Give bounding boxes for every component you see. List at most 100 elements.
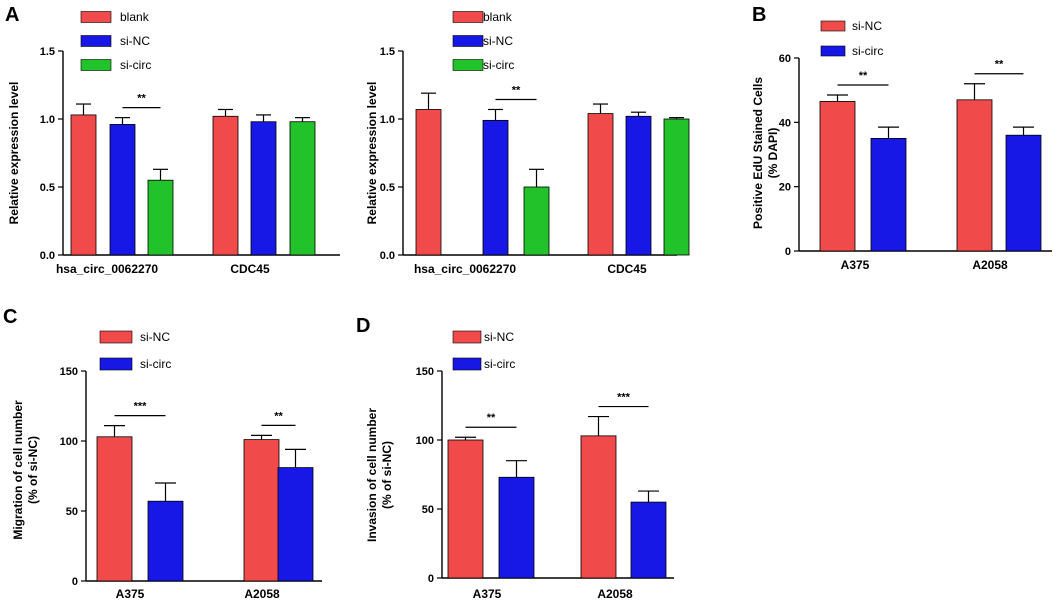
y-axis-label-group: Invasion of cell number (% of si-NC) [365, 408, 394, 542]
y-tick-label: 0 [72, 576, 78, 588]
legend-label-si-NC: si-NC [140, 330, 170, 344]
legend-swatch-si-NC [452, 330, 482, 344]
panel-letter: D [356, 315, 370, 337]
y-tick-label: 0.0 [380, 250, 395, 262]
y-tick-label: 100 [60, 436, 78, 448]
chart-panel-A: A 0.0 0.5 1.0 1.5 Relative expression level hs… [5, 4, 340, 276]
legend-label-si-circ: si-circ [852, 44, 883, 58]
y-axis-label: Migration of cell number [11, 400, 25, 540]
significance-label: *** [134, 401, 148, 413]
bar-si-NC-A2058 [956, 99, 993, 252]
bar-blank-CDC45 [212, 115, 239, 256]
legend-label-si-NC: si-NC [483, 34, 513, 48]
x-category-label: CDC45 [230, 262, 270, 276]
bar-si-NC-A2058 [243, 439, 280, 582]
y-axis-label-group: Relative expression level [365, 82, 379, 225]
panel-letter: C [3, 306, 17, 328]
significance-label: ** [487, 412, 496, 424]
legend-swatch-si-circ [99, 357, 133, 371]
x-category-label: CDC45 [607, 262, 647, 276]
bar-si-circ-CDC45 [289, 121, 316, 256]
bar-si-circ-CDC45 [663, 118, 690, 256]
significance-label: *** [617, 392, 631, 404]
y-axis-label-group: Migration of cell number (% of si-NC) [11, 400, 40, 540]
y-tick-label: 50 [422, 504, 434, 516]
bar-si-NC-A375 [96, 436, 133, 582]
bar-si-circ-A375 [870, 138, 907, 252]
y-tick-label: 1.5 [40, 46, 55, 58]
y-tick-label: 100 [416, 435, 434, 447]
chart-panel-D: D 0 50 100 150 Invasion of cell number (% of s… [356, 315, 674, 601]
legend-label-si-circ: si-circ [140, 357, 171, 371]
y-axis-label-group: Positive EdU Stained Cells (% DAPI) [751, 77, 780, 229]
legend-swatch-si-NC [80, 35, 112, 47]
x-category-label: hsa_circ_0062270 [414, 262, 516, 276]
y-tick-label: 1.5 [380, 46, 395, 58]
y-axis-label: Positive EdU Stained Cells [751, 77, 765, 229]
legend-label-si-circ: si-circ [484, 357, 515, 371]
legend-label-blank: blank [120, 10, 150, 24]
significance-label: ** [274, 410, 283, 422]
legend-swatch-si-NC [820, 20, 846, 32]
y-axis-label-group: Relative expression level [7, 82, 21, 225]
chart-panel-B: B 0 20 40 60 Positive EdU Stained Cells (% DAP… [751, 4, 1052, 272]
bar-si-circ-A375 [498, 476, 535, 579]
legend-label-si-NC: si-NC [484, 330, 514, 344]
y-axis-label-unit: (% of si-NC) [380, 441, 394, 509]
chart-panel-A2: 0.0 0.5 1.0 1.5 Relative expression level hsa… [365, 10, 690, 276]
significance-label: ** [995, 59, 1004, 71]
x-category-label: A2058 [972, 258, 1008, 272]
bar-si-circ-hsa_circ_0062270 [523, 186, 550, 256]
y-tick-label: 60 [779, 53, 791, 65]
bar-si-circ-A375 [147, 500, 184, 582]
bar-blank-hsa_circ_0062270 [70, 114, 97, 256]
legend-swatch-blank [80, 11, 112, 23]
y-tick-label: 50 [66, 506, 78, 518]
legend-swatch-si-circ [452, 357, 482, 371]
legend-swatch-blank [452, 11, 484, 23]
x-category-label: hsa_circ_0062270 [56, 262, 158, 276]
legend-swatch-si-circ [80, 59, 112, 71]
panel-letter: B [752, 4, 766, 26]
x-category-label: A375 [473, 587, 502, 601]
bar-si-NC-hsa_circ_0062270 [109, 124, 136, 256]
chart-panel-C: C 0 50 100 150 Migration of cell number (% of … [3, 306, 322, 601]
bar-si-NC-A375 [819, 101, 856, 252]
y-axis-label: Relative expression level [365, 82, 379, 225]
legend-swatch-si-NC [99, 330, 133, 344]
y-tick-label: 0.0 [40, 250, 55, 262]
legend-label-si-circ: si-circ [120, 58, 151, 72]
y-tick-label: 0.5 [40, 182, 55, 194]
legend-label-blank: blank [483, 10, 513, 24]
y-tick-label: 150 [416, 366, 434, 378]
y-tick-label: 0 [428, 573, 434, 585]
panel-letter: A [5, 4, 19, 26]
legend-swatch-si-circ [452, 59, 484, 71]
y-tick-label: 40 [779, 117, 791, 129]
y-tick-label: 0 [785, 246, 791, 258]
bar-si-circ-hsa_circ_0062270 [147, 179, 174, 256]
y-tick-label: 1.0 [40, 114, 55, 126]
bar-si-NC-CDC45 [250, 121, 277, 256]
y-axis-label-unit: (% of si-NC) [26, 436, 40, 504]
legend-label-si-NC: si-NC [852, 19, 882, 33]
bar-si-NC-A2058 [580, 435, 617, 579]
bar-si-circ-A2058 [1005, 134, 1042, 252]
y-tick-label: 1.0 [380, 114, 395, 126]
y-tick-label: 20 [779, 182, 791, 194]
y-tick-label: 0.5 [380, 182, 395, 194]
x-category-label: A2058 [244, 587, 280, 601]
bar-blank-CDC45 [587, 113, 614, 256]
bar-si-circ-A2058 [630, 501, 667, 579]
significance-label: ** [137, 93, 146, 105]
y-tick-label: 150 [60, 366, 78, 378]
legend-swatch-si-NC [452, 35, 484, 47]
bar-si-NC-A375 [447, 439, 484, 579]
bar-si-circ-A2058 [277, 467, 314, 582]
y-axis-label: Relative expression level [7, 82, 21, 225]
bar-blank-hsa_circ_0062270 [415, 109, 442, 256]
bar-si-NC-hsa_circ_0062270 [482, 119, 509, 256]
x-category-label: A2058 [597, 587, 633, 601]
x-category-label: A375 [841, 258, 870, 272]
